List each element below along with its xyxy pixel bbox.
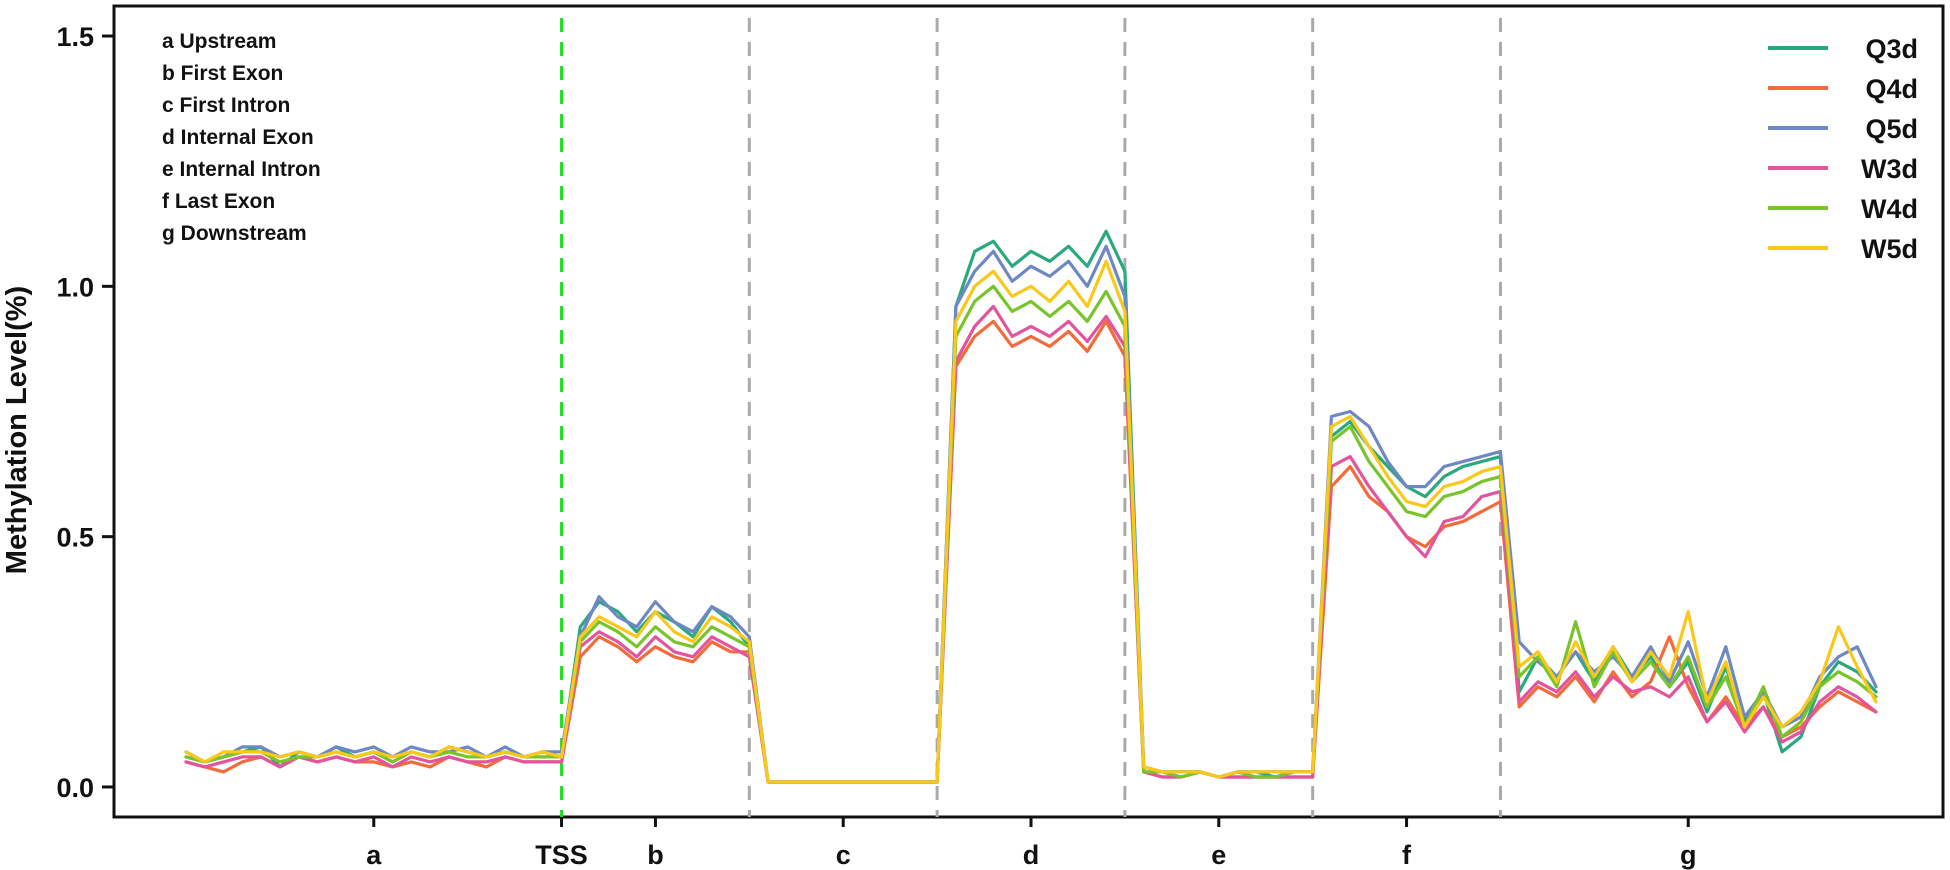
legend: Q3d Q4d Q5d W3d W4d W5d bbox=[1768, 34, 1918, 264]
legend-label-q3d: Q3d bbox=[1865, 34, 1918, 64]
region-key-item: b First Exon bbox=[162, 62, 283, 85]
region-boundaries bbox=[560, 18, 1502, 817]
x-axis: a TSS b c d e f g bbox=[366, 817, 1696, 870]
region-key-item: g Downstream bbox=[162, 222, 307, 245]
series-lines bbox=[184, 229, 1878, 784]
plot-frame bbox=[112, 4, 1945, 819]
x-tick-label-c: c bbox=[836, 840, 851, 870]
x-tick-label-b: b bbox=[647, 840, 664, 870]
series-line-w5d bbox=[184, 259, 1878, 784]
legend-label-q5d: Q5d bbox=[1865, 114, 1918, 144]
y-axis: 0.0 0.5 1.0 1.5 bbox=[56, 22, 114, 803]
legend-label-w3d: W3d bbox=[1861, 154, 1918, 184]
series-line-q5d bbox=[184, 244, 1878, 784]
region-key-item: f Last Exon bbox=[162, 190, 275, 213]
region-key-item: c First Intron bbox=[162, 94, 290, 117]
series-line-w4d bbox=[184, 284, 1878, 784]
x-tick-label-e: e bbox=[1211, 840, 1226, 870]
legend-label-w5d: W5d bbox=[1861, 234, 1918, 264]
x-tick-label-g: g bbox=[1680, 840, 1697, 870]
y-tick-label: 0.0 bbox=[56, 773, 94, 803]
region-key-item: a Upstream bbox=[162, 30, 276, 53]
x-tick-label-tss: TSS bbox=[535, 840, 588, 870]
legend-label-w4d: W4d bbox=[1861, 194, 1918, 224]
x-tick-label-d: d bbox=[1023, 840, 1040, 870]
y-tick-label: 1.0 bbox=[56, 272, 94, 302]
y-axis-label: Methylation Level(%) bbox=[1, 286, 33, 574]
region-annotations: a Upstream b First Exon c First Intron d In… bbox=[162, 30, 321, 245]
legend-label-q4d: Q4d bbox=[1865, 74, 1918, 104]
x-tick-label-f: f bbox=[1402, 840, 1412, 870]
x-tick-label-a: a bbox=[366, 840, 382, 870]
series-line-w3d bbox=[184, 304, 1878, 784]
region-key-item: d Internal Exon bbox=[162, 126, 314, 149]
y-tick-label: 0.5 bbox=[56, 523, 94, 553]
y-tick-label: 1.5 bbox=[56, 22, 94, 52]
region-key-item: e Internal Intron bbox=[162, 158, 321, 181]
